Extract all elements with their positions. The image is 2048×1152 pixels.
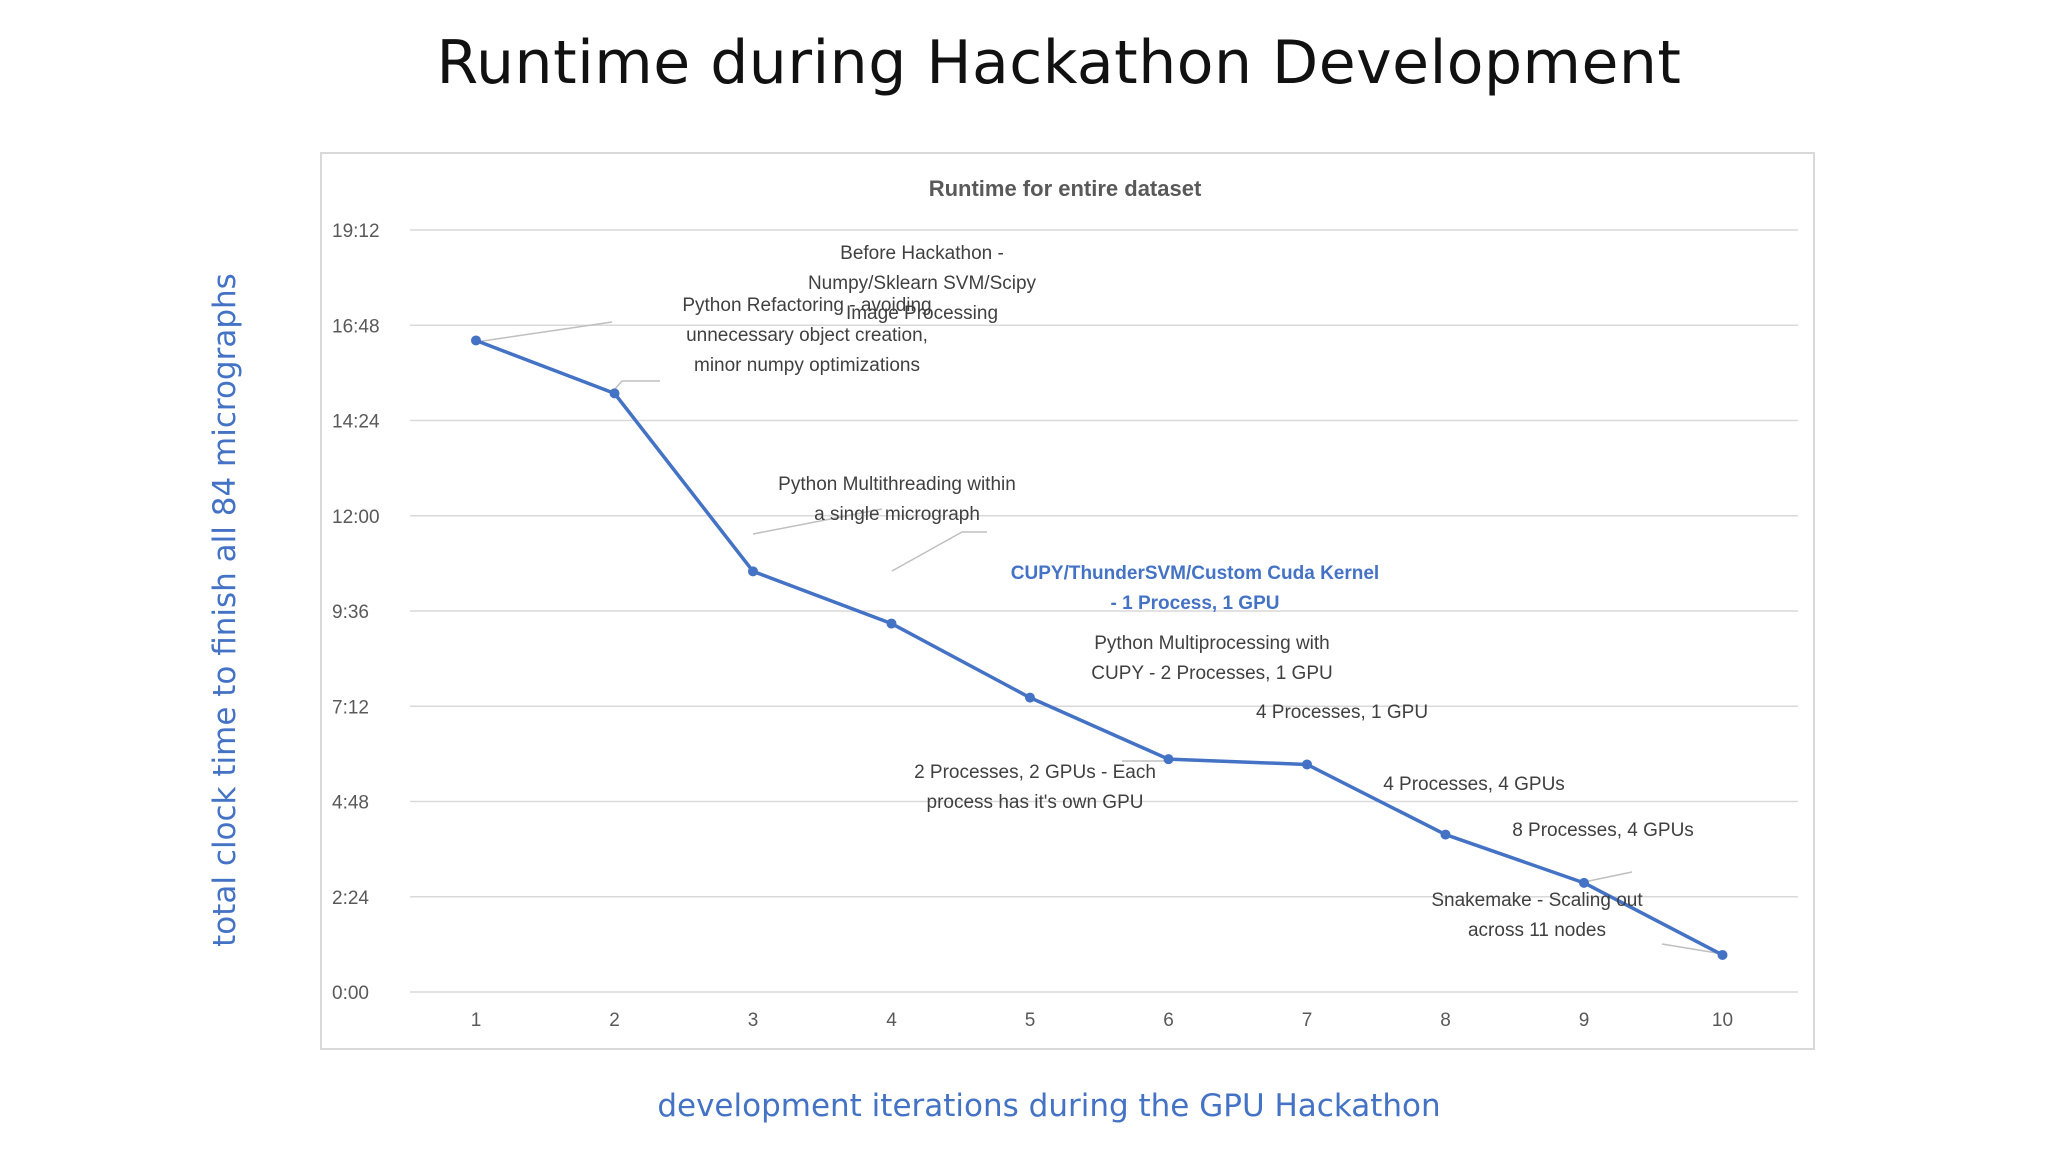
data-point	[1579, 877, 1589, 888]
annotation-leader	[1661, 943, 1724, 955]
data-point	[1025, 692, 1035, 703]
annotation-label: 8 Processes, 4 GPUs	[1512, 820, 1694, 841]
chart-frame: Runtime for entire dataset 0:00 2:24 4:48 7…	[320, 152, 1815, 1050]
annotation-line: minor numpy optimizations	[694, 355, 920, 376]
y-tick-label: 9:36	[332, 602, 369, 623]
y-tick-label: 19:12	[332, 221, 380, 242]
x-tick-label: 2	[609, 1010, 620, 1031]
y-tick-label: 14:24	[332, 412, 380, 433]
annotation-label: 4 Processes, 4 GPUs	[1383, 774, 1565, 795]
annotation-label: Snakemake - Scaling out across 11 nodes	[1431, 890, 1643, 941]
data-point	[1302, 759, 1312, 770]
x-axis-caption: development iterations during the GPU Ha…	[657, 1088, 1441, 1124]
x-tick-label: 6	[1163, 1010, 1174, 1031]
data-point	[886, 618, 897, 629]
data-point	[1163, 754, 1174, 765]
annotation-line: CUPY - 2 Processes, 1 GPU	[1091, 663, 1332, 684]
x-tick-labels: 1 2 3 4 5 6 7 8 9 10	[471, 1010, 1733, 1031]
annotation-leader	[752, 508, 883, 535]
annotation-line: 2 Processes, 2 GPUs - Each	[914, 762, 1156, 783]
annotation-line: a single micrograph	[814, 504, 980, 525]
annotation-label: Python Multiprocessing with CUPY - 2 Proc…	[1091, 633, 1332, 684]
annotation-leader	[614, 380, 660, 390]
annotation-line: Python Multithreading within	[778, 474, 1016, 495]
series-runtime	[475, 338, 1724, 957]
annotation-line: Python Refactoring - avoiding	[682, 295, 931, 316]
x-tick-label: 8	[1440, 1010, 1451, 1031]
chart-title: Runtime for entire dataset	[929, 176, 1202, 201]
annotation-label: Python Refactoring - avoiding unnecessary…	[682, 295, 931, 376]
data-point	[471, 335, 481, 346]
data-points	[471, 335, 1728, 960]
y-tick-labels: 0:00 2:24 4:48 7:12 9:36 12:00 14:24 16:48 19:12	[332, 221, 380, 1004]
annotation-line: 4 Processes, 1 GPU	[1256, 702, 1428, 723]
slide-title: Runtime during Hackathon Development	[436, 28, 1682, 98]
x-tick-label: 9	[1579, 1010, 1590, 1031]
annotation-leader	[891, 531, 987, 572]
annotation-label: CUPY/ThunderSVM/Custom Cuda Kernel - 1 Pr…	[1011, 563, 1379, 614]
annotation-label: 2 Processes, 2 GPUs - Each process has it…	[914, 762, 1156, 813]
x-tick-label: 1	[471, 1010, 482, 1031]
x-tick-label: 5	[1025, 1010, 1036, 1031]
annotation-line: - 1 Process, 1 GPU	[1111, 593, 1280, 614]
annotations: Before Hackathon - Numpy/Sklearn SVM/Scip…	[682, 243, 1693, 941]
x-tick-label: 3	[748, 1010, 759, 1031]
annotation-line: Python Multiprocessing with	[1094, 633, 1330, 654]
annotation-line: unnecessary object creation,	[686, 325, 928, 346]
data-point	[1717, 949, 1728, 960]
y-tick-label: 4:48	[332, 793, 369, 814]
annotation-leader	[1583, 871, 1633, 883]
y-tick-label: 12:00	[332, 507, 380, 528]
runtime-line-chart: Runtime for entire dataset 0:00 2:24 4:48 7…	[332, 176, 1798, 1031]
x-tick-label: 10	[1712, 1010, 1733, 1031]
data-point	[609, 388, 620, 399]
y-tick-label: 7:12	[332, 697, 369, 718]
y-axis-caption: total clock time to finish all 84 microg…	[207, 273, 243, 947]
y-tick-label: 16:48	[332, 316, 380, 337]
annotation-line: Numpy/Sklearn SVM/Scipy	[808, 273, 1037, 294]
annotation-label: Before Hackathon - Numpy/Sklearn SVM/Scip…	[808, 243, 1037, 324]
annotation-line: Before Hackathon -	[840, 243, 1004, 264]
y-tick-label: 2:24	[332, 888, 369, 909]
series-line	[475, 338, 1724, 957]
annotation-line: CUPY/ThunderSVM/Custom Cuda Kernel	[1011, 563, 1379, 584]
annotation-line: across 11 nodes	[1468, 920, 1606, 941]
annotation-label: Python Multithreading within a single mic…	[778, 474, 1016, 525]
annotation-line: Image Processing	[846, 303, 998, 324]
x-tick-label: 7	[1302, 1010, 1313, 1031]
annotation-line: 8 Processes, 4 GPUs	[1512, 820, 1694, 841]
annotation-line: process has it's own GPU	[927, 792, 1144, 813]
gridlines	[410, 229, 1798, 993]
x-tick-label: 4	[886, 1010, 897, 1031]
data-point	[748, 566, 758, 577]
annotation-line: Snakemake - Scaling out	[1431, 890, 1643, 911]
annotation-leader	[475, 321, 613, 343]
annotation-leaders	[475, 321, 1724, 955]
annotation-label: 4 Processes, 1 GPU	[1256, 702, 1428, 723]
data-point	[1440, 829, 1451, 840]
y-tick-label: 0:00	[332, 983, 369, 1004]
annotation-line: 4 Processes, 4 GPUs	[1383, 774, 1565, 795]
